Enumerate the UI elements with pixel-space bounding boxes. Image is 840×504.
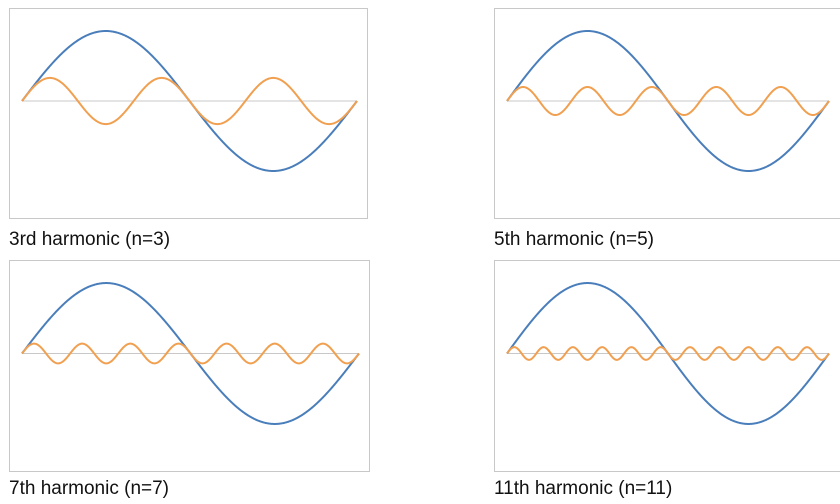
chart-caption-7th-harmonic: 7th harmonic (n=7)	[9, 478, 169, 499]
chart-svg-3rd-harmonic	[21, 30, 358, 172]
chart-panel-11th-harmonic	[494, 260, 840, 472]
chart-caption-3rd-harmonic: 3rd harmonic (n=3)	[9, 229, 171, 250]
harmonic-wave-line-11	[506, 346, 830, 361]
chart-svg-5th-harmonic	[506, 30, 830, 172]
chart-svg-7th-harmonic	[21, 282, 360, 425]
chart-panel-5th-harmonic	[494, 8, 840, 219]
chart-panel-7th-harmonic	[9, 260, 370, 472]
chart-svg-11th-harmonic	[506, 282, 830, 425]
chart-caption-11th-harmonic: 11th harmonic (n=11)	[494, 478, 673, 499]
chart-caption-5th-harmonic: 5th harmonic (n=5)	[494, 229, 654, 250]
chart-panel-3rd-harmonic	[9, 8, 368, 219]
harmonic-wave-line-7	[21, 342, 360, 365]
harmonic-wave-line-5	[506, 86, 830, 116]
harmonic-wave-line-3	[21, 76, 358, 126]
